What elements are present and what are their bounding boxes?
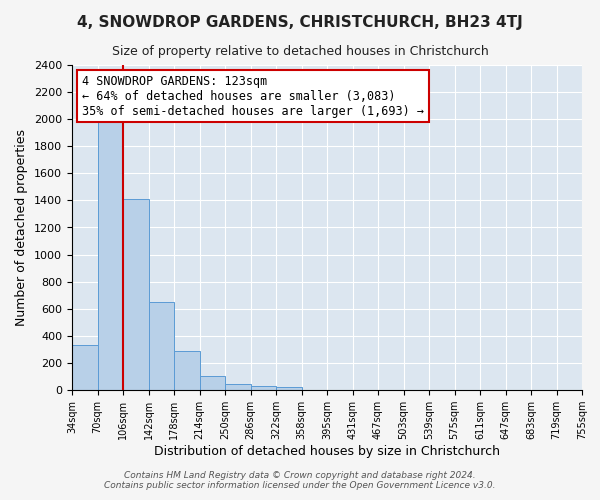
Y-axis label: Number of detached properties: Number of detached properties (16, 129, 28, 326)
Bar (225, 384, 251, 390)
Bar (174, 352, 199, 390)
Text: Size of property relative to detached houses in Christchurch: Size of property relative to detached ho… (112, 45, 488, 58)
Bar (251, 386, 276, 390)
Bar (199, 376, 225, 390)
Text: 4, SNOWDROP GARDENS, CHRISTCHURCH, BH23 4TJ: 4, SNOWDROP GARDENS, CHRISTCHURCH, BH23 … (77, 15, 523, 30)
Bar (97, 122, 123, 390)
Text: 4 SNOWDROP GARDENS: 123sqm
← 64% of detached houses are smaller (3,083)
35% of s: 4 SNOWDROP GARDENS: 123sqm ← 64% of deta… (82, 74, 424, 118)
Bar (123, 199, 149, 390)
Bar (149, 302, 174, 390)
Text: Contains HM Land Registry data © Crown copyright and database right 2024.
Contai: Contains HM Land Registry data © Crown c… (104, 470, 496, 490)
X-axis label: Distribution of detached houses by size in Christchurch: Distribution of detached houses by size … (154, 445, 500, 458)
Bar (276, 388, 302, 390)
Bar (72, 346, 97, 390)
